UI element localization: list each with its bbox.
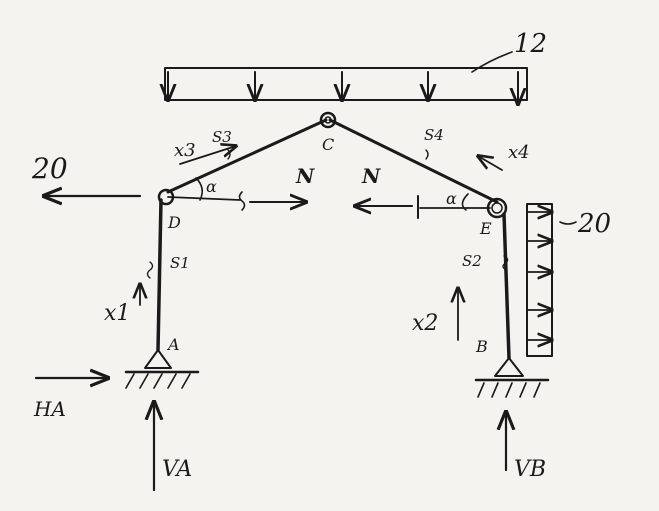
n-left-label: N (295, 164, 315, 188)
angle-arc-left (195, 177, 204, 201)
node-b-label: B (475, 337, 488, 356)
x2-label: x2 (412, 311, 438, 336)
x1-label: x1 (104, 301, 130, 326)
vb-label: VB (514, 457, 546, 482)
angle-arc-right (461, 193, 469, 211)
x4-arrow (478, 156, 503, 171)
support-a (124, 349, 200, 389)
node-e-label: E (479, 219, 492, 238)
top-load-label: 12 (514, 29, 547, 59)
x4-label: x4 (508, 142, 530, 163)
hinge-c (319, 111, 337, 129)
tie-rod (167, 191, 491, 219)
s1-section-mark (146, 261, 154, 279)
top-distributed-load (165, 51, 528, 104)
s4-section-mark (425, 149, 429, 160)
support-b (474, 357, 550, 398)
s2-section-mark (502, 255, 509, 271)
s3-section-mark (227, 149, 231, 160)
ha-label: HA (33, 397, 66, 421)
rafter-right (328, 118, 499, 204)
right-load-label: 20 (577, 209, 611, 239)
s4-label: S4 (424, 126, 444, 144)
node-a-label: A (166, 335, 180, 354)
x3-label: x3 (174, 140, 196, 161)
right-distributed-load (526, 203, 577, 357)
s1-label: S1 (170, 254, 190, 272)
node-c-label: C (322, 135, 334, 154)
column-left (156, 198, 163, 352)
node-d-label: D (167, 213, 181, 232)
alpha-left-label: α (206, 177, 217, 196)
rafter-left (166, 118, 328, 194)
left-force-label: 20 (31, 152, 68, 185)
va-label: VA (162, 457, 192, 482)
s3-label: S3 (212, 128, 232, 146)
column-right (502, 212, 511, 360)
x3-arrow (179, 146, 236, 165)
s2-label: S2 (462, 252, 482, 270)
n-right-label: N (361, 164, 381, 188)
alpha-right-label: α (446, 189, 457, 208)
